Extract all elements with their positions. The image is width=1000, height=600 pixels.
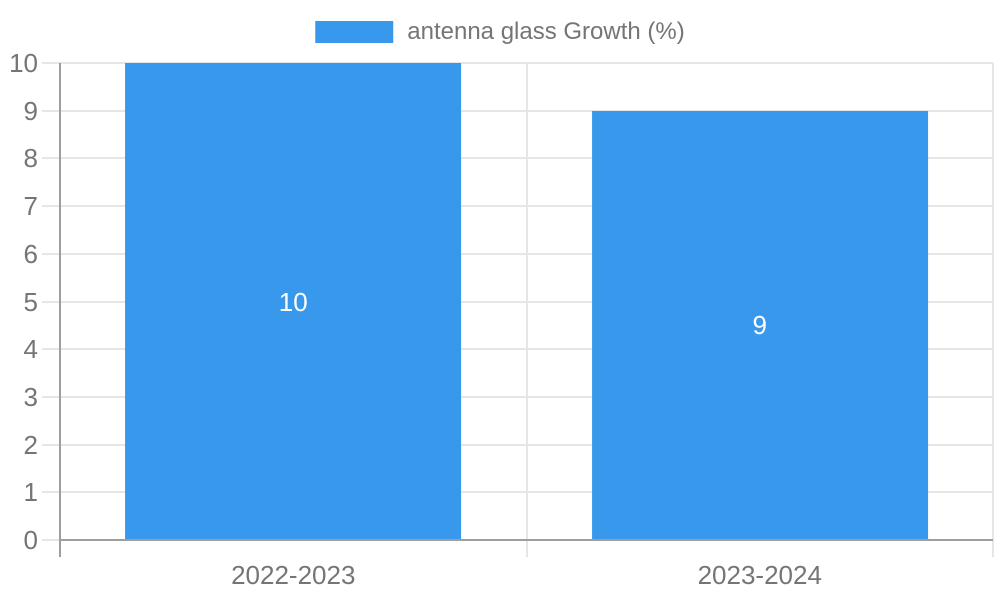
y-tick-label: 5 xyxy=(23,286,38,317)
x-axis-line xyxy=(60,539,993,541)
y-gridline xyxy=(42,395,993,398)
bar[interactable]: 9 xyxy=(591,110,928,540)
y-gridline xyxy=(42,443,993,446)
plot-area: 0 1 2 3 4 5 6 7 8 9 10 10 9 xyxy=(9,50,994,557)
y-gridline xyxy=(42,300,993,303)
category-divider-line xyxy=(992,63,994,557)
y-gridline xyxy=(42,62,993,64)
y-gridline xyxy=(42,157,993,160)
x-axis-labels: 2022-2023 2023-2024 xyxy=(60,540,993,600)
y-gridline xyxy=(42,252,993,255)
y-tick-label: 6 xyxy=(23,238,38,269)
y-gridline xyxy=(42,348,993,351)
bar[interactable]: 10 xyxy=(125,63,462,540)
y-tick-label: 10 xyxy=(9,48,38,78)
y-tick-label: 9 xyxy=(23,95,38,126)
legend-label: antenna glass Growth (%) xyxy=(407,18,685,45)
legend[interactable]: antenna glass Growth (%) xyxy=(315,18,685,46)
x-tick-label: 2022-2023 xyxy=(231,560,356,590)
y-gridline xyxy=(42,205,993,208)
y-tick-label: 4 xyxy=(23,334,38,365)
y-tick-label: 1 xyxy=(23,477,38,508)
y-tick-label: 3 xyxy=(23,381,38,412)
bar-value-label: 9 xyxy=(752,310,767,341)
y-tick-label: 0 xyxy=(23,525,38,555)
y-gridline xyxy=(42,491,993,494)
y-tick-label: 7 xyxy=(23,191,38,222)
bar-value-label: 10 xyxy=(278,286,308,317)
legend-swatch xyxy=(315,21,394,43)
y-tick-label: 2 xyxy=(23,429,38,460)
x-tick-label: 2023-2024 xyxy=(697,560,822,590)
category-divider-line xyxy=(525,63,528,557)
y-tick-label: 8 xyxy=(23,143,38,174)
y-gridline xyxy=(42,109,993,112)
y-axis-line xyxy=(59,63,61,557)
